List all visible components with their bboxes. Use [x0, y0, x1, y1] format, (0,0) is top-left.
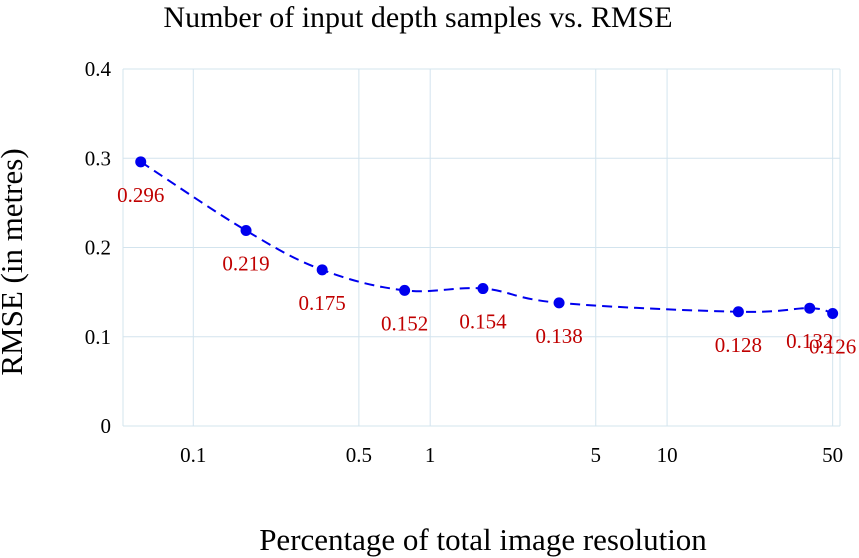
- data-label: 0.138: [535, 324, 582, 348]
- data-label: 0.219: [222, 252, 269, 276]
- series: [135, 156, 839, 320]
- data-label: 0.126: [809, 335, 856, 359]
- x-tick-label: 0.5: [346, 443, 372, 467]
- y-tick-label: 0: [101, 414, 112, 438]
- data-point: [240, 225, 252, 237]
- y-tick-label: 0.4: [85, 57, 112, 81]
- chart-title: Number of input depth samples vs. RMSE: [163, 1, 672, 34]
- data-point: [135, 156, 147, 168]
- x-axis-ticks: 0.1 0.5 1 5 10 50: [180, 443, 843, 467]
- x-tick-label: 1: [425, 443, 436, 467]
- data-point: [477, 283, 489, 295]
- data-label: 0.154: [459, 310, 507, 334]
- x-axis-label: Percentage of total image resolution: [259, 522, 707, 557]
- y-axis-label: RMSE (in metres): [0, 148, 29, 375]
- x-tick-label: 10: [657, 443, 678, 467]
- y-tick-label: 0.3: [85, 146, 111, 170]
- data-point: [827, 308, 839, 320]
- data-point: [553, 297, 565, 309]
- y-axis-ticks: 0 0.1 0.2 0.3 0.4: [85, 57, 112, 438]
- data-point: [316, 264, 328, 276]
- data-label: 0.152: [381, 311, 428, 335]
- x-tick-label: 0.1: [180, 443, 206, 467]
- data-point: [732, 306, 744, 318]
- data-label: 0.175: [299, 291, 346, 315]
- data-label: 0.132: [786, 329, 833, 353]
- y-tick-label: 0.1: [85, 325, 111, 349]
- data-label: 0.128: [715, 333, 762, 357]
- x-tick-label: 5: [591, 443, 602, 467]
- grid: [122, 68, 841, 427]
- data-point: [804, 302, 816, 314]
- x-tick-label: 50: [822, 443, 843, 467]
- data-labels: 0.296 0.219 0.175 0.152 0.154 0.138 0.128 0.132…: [117, 183, 856, 359]
- y-tick-label: 0.2: [85, 236, 111, 260]
- data-point: [399, 284, 411, 296]
- data-label: 0.296: [117, 183, 164, 207]
